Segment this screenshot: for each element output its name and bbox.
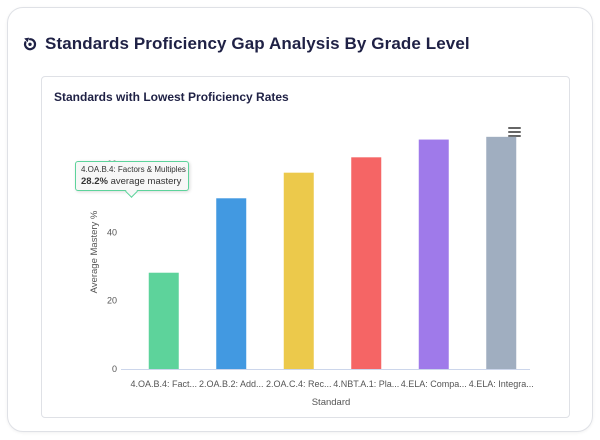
bar[interactable] [216,198,247,369]
y-tick-label: 0 [112,364,117,374]
page-title: Standards Proficiency Gap Analysis By Gr… [45,34,470,53]
bar-tooltip: 4.OA.B.4: Factors & Multiples 28.2% aver… [75,161,189,198]
x-tick-label: 4.ELA: Integra... [469,379,534,389]
x-axis: 4.OA.B.4: Fact... 2.OA.B.2: Add... 2.OA.C.… [121,369,534,389]
x-tick-label: 2.OA.C.4: Rec... [266,379,332,389]
bar[interactable] [148,272,179,369]
tooltip-suffix: average mastery [107,176,182,187]
x-tick-label: 4.NBT.A.1: Pla... [333,379,399,389]
y-axis-title: Average Mastery % [89,210,100,293]
refresh-icon[interactable] [22,36,38,52]
x-axis-title: Standard [312,397,351,408]
bar[interactable] [418,139,449,369]
tooltip-label: 4.OA.B.4: Factors & Multiples [81,165,186,174]
y-axis: 0204060 [107,159,117,374]
y-tick-label: 20 [107,296,117,306]
x-tick-label: 4.OA.B.4: Fact... [130,379,197,389]
x-tick-label: 4.ELA: Compa... [401,379,467,389]
bar[interactable] [486,136,517,369]
bar[interactable] [351,157,382,369]
chart-title: Standards with Lowest Proficiency Rates [54,90,289,104]
bar-series [148,136,517,369]
hamburger-menu-icon[interactable] [508,127,521,138]
tooltip-value: 28.2% [81,176,108,187]
panel-header: Standards Proficiency Gap Analysis By Gr… [22,33,470,55]
x-tick-label: 2.OA.B.2: Add... [199,379,264,389]
bar[interactable] [283,172,314,369]
tooltip-value-line: 28.2% average mastery [81,175,183,188]
y-tick-label: 40 [107,227,117,237]
